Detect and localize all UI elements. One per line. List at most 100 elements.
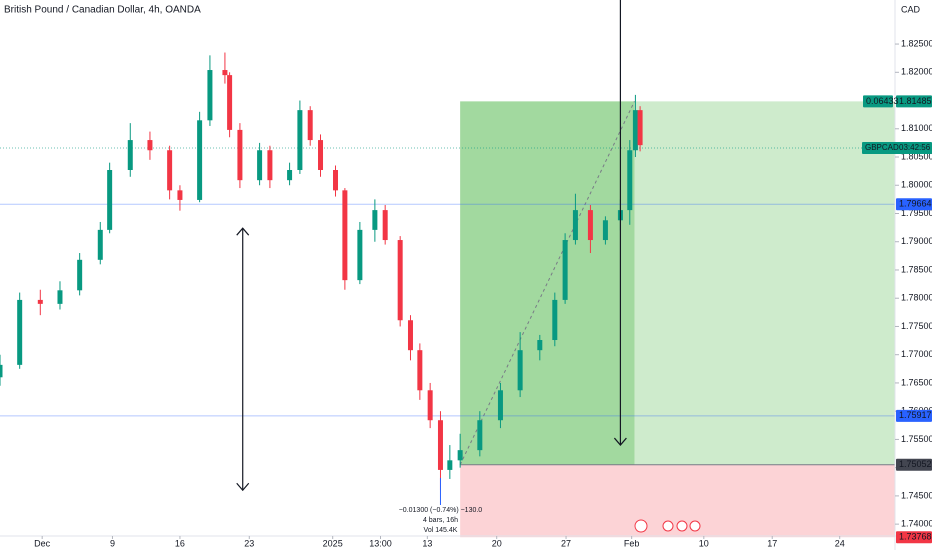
- candle-body: [552, 299, 558, 341]
- x-tick-label: 24: [835, 538, 845, 548]
- candle-body: [177, 190, 183, 200]
- arrow-head: [236, 227, 250, 236]
- y-tick-label: 1.74500: [901, 490, 932, 500]
- candle-body: [147, 140, 153, 151]
- plot: −0.01300 (−0.74%) −130.0 4 bars, 16h Vol 1…: [0, 0, 895, 538]
- candle-body: [517, 350, 523, 391]
- target-zone: [460, 101, 895, 465]
- candle-body: [632, 110, 638, 151]
- candle-body: [407, 320, 413, 351]
- line-tag: [896, 198, 932, 211]
- candle-body: [197, 120, 203, 200]
- y-tick-label: 1.82500: [901, 38, 932, 48]
- x-tick-label: 16: [175, 538, 185, 548]
- y-tick-label: 1.76500: [901, 377, 932, 387]
- x-tick-label: 23: [244, 538, 254, 548]
- arrow-head: [236, 482, 250, 492]
- candle-body: [287, 170, 293, 181]
- candle-body: [457, 450, 463, 461]
- candle-body: [427, 390, 433, 421]
- candle-body: [562, 240, 568, 300]
- candle-body: [333, 170, 339, 191]
- candle-body: [37, 299, 43, 304]
- measure-text: −0.01300 (−0.74%) −130.0: [399, 507, 483, 514]
- x-tick-label: 27: [561, 538, 571, 548]
- candle-body: [318, 140, 324, 171]
- candle-body: [207, 70, 213, 121]
- event-icon: [662, 520, 674, 532]
- stop-tag-label: 1.73768: [899, 532, 932, 542]
- candle-body: [382, 210, 388, 241]
- candle-body: [477, 420, 483, 451]
- x-tick-label: 2025: [323, 538, 343, 548]
- x-tick-label: 13: [422, 538, 432, 548]
- y-tick-label: 1.79500: [901, 208, 932, 218]
- candle-body: [237, 129, 243, 181]
- candle-body: [342, 190, 348, 281]
- y-tick-label: 1.75500: [901, 434, 932, 444]
- candle-body: [17, 299, 23, 365]
- candle-body: [357, 229, 363, 281]
- chart-title: British Pound / Canadian Dollar, 4h, OAN…: [4, 5, 201, 16]
- y-tick-label: 1.82000: [901, 67, 932, 77]
- candle-body: [572, 210, 578, 241]
- candle-body: [57, 290, 63, 304]
- y-tick-label: 1.81000: [901, 123, 932, 133]
- y-tick-label: 1.79000: [901, 236, 932, 246]
- candle-body: [372, 210, 378, 230]
- y-tick-label: 1.78500: [901, 264, 932, 274]
- candle-body: [307, 110, 313, 141]
- event-icon: [689, 520, 701, 532]
- candle-body: [447, 460, 453, 470]
- x-tick-label: 13:00: [369, 538, 392, 548]
- trade-path: [459, 101, 635, 465]
- target-tag-label: 1.81485: [899, 96, 932, 106]
- candle-body: [497, 390, 503, 421]
- measure-text: 4 bars, 16h: [423, 517, 458, 524]
- entry-tag: [896, 458, 932, 471]
- candle-body: [602, 220, 608, 241]
- measure-text: Vol 145.4K: [424, 527, 458, 534]
- line-tag: [896, 409, 932, 422]
- candle-body: [587, 210, 593, 241]
- countdown: 03:42:56: [899, 143, 931, 152]
- candle-body: [97, 229, 103, 260]
- symbol-tag: [862, 141, 932, 154]
- target-tag: [896, 95, 932, 108]
- candle-body: [397, 240, 403, 321]
- candle-body: [222, 70, 228, 76]
- x-tick-label: 20: [492, 538, 502, 548]
- y-tick-label: 1.80000: [901, 180, 932, 190]
- event-icon: [634, 519, 648, 533]
- entry-tag-label: 1.75052: [899, 459, 932, 469]
- candle-body: [257, 150, 263, 181]
- x-tick-label: Dec: [34, 538, 51, 548]
- candle-body: [167, 150, 173, 191]
- target-amount: 0.06433: [866, 96, 899, 106]
- arrow-head: [613, 437, 627, 446]
- candle-body: [417, 350, 423, 391]
- currency: CAD: [901, 4, 921, 14]
- candle-body: [627, 150, 633, 211]
- candle-body: [107, 170, 113, 230]
- candle-body: [267, 150, 273, 181]
- event-icon: [676, 520, 688, 532]
- y-tick-label: 1.77000: [901, 349, 932, 359]
- x-tick-label: Feb: [624, 538, 640, 548]
- candle-body: [77, 259, 83, 291]
- stop-tag: [896, 531, 932, 544]
- x-tick-label: 9: [110, 538, 115, 548]
- candle-body: [227, 75, 233, 130]
- candle-body: [537, 340, 543, 351]
- y-tick-label: 1.78000: [901, 293, 932, 303]
- target-amount-tag: [863, 95, 893, 108]
- candle-body: [637, 110, 643, 146]
- candle-body: [127, 140, 133, 171]
- candle-body: [297, 110, 303, 171]
- y-tick-label: 1.77500: [901, 321, 932, 331]
- line-tag-label: 1.79664: [899, 199, 932, 209]
- y-tick-label: 1.80500: [901, 151, 932, 161]
- line-tag-label: 1.75917: [899, 410, 932, 420]
